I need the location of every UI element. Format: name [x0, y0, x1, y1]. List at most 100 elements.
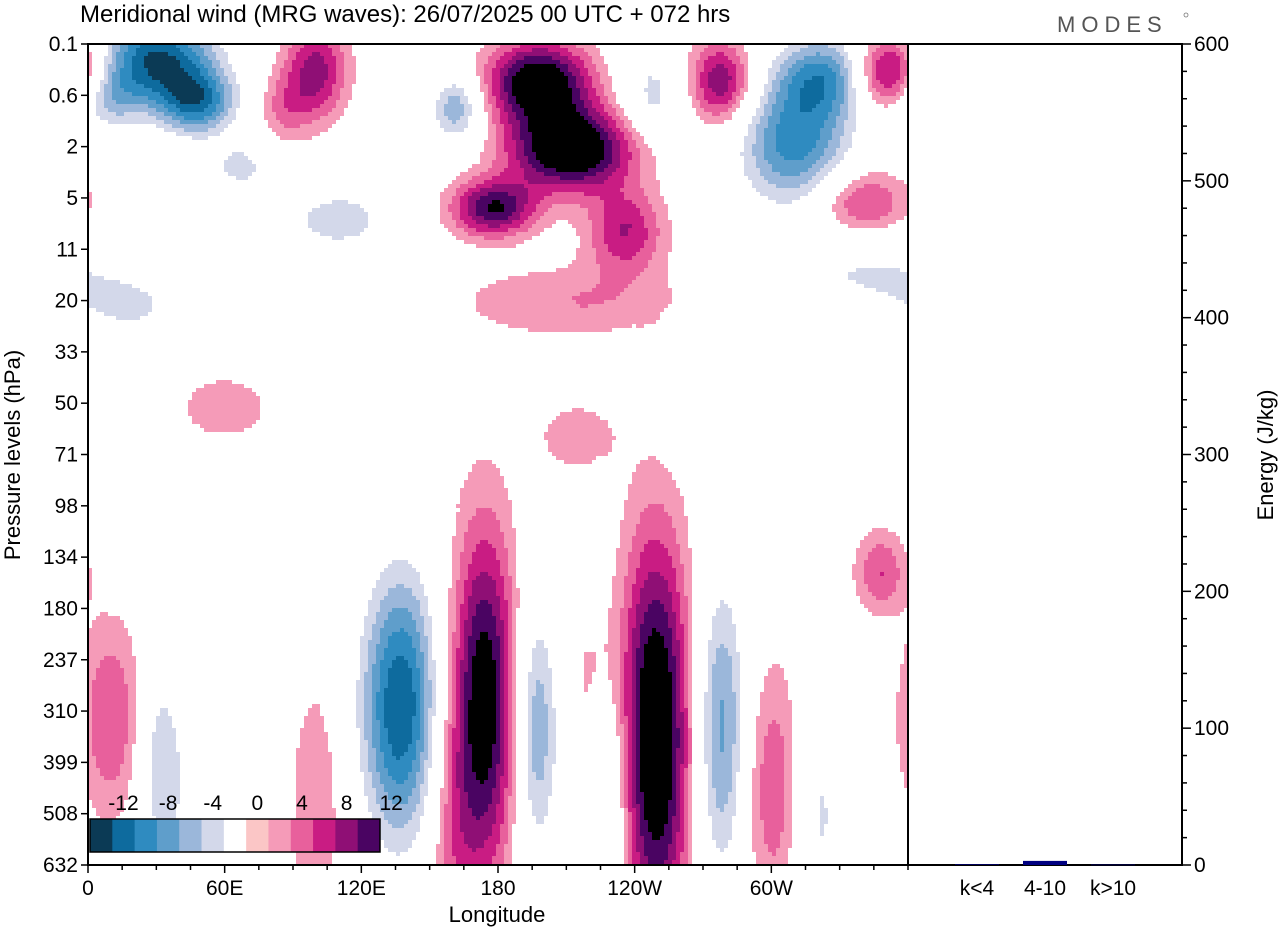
contour-cell — [740, 44, 744, 48]
contour-cell — [460, 100, 464, 104]
contour-cell — [792, 172, 796, 176]
contour-cell — [348, 88, 352, 92]
contour-cell — [804, 52, 808, 56]
contour-cell — [840, 140, 844, 144]
contour-cell — [896, 184, 900, 188]
contour-cell — [160, 56, 164, 60]
contour-cell — [520, 132, 524, 136]
contour-cell — [288, 92, 292, 96]
contour-cell — [612, 176, 616, 180]
contour-cell — [772, 120, 776, 124]
contour-cell — [608, 164, 612, 168]
contour-cell — [576, 76, 580, 80]
contour-cell — [748, 140, 752, 144]
contour-cell — [232, 84, 236, 88]
contour-cell — [156, 104, 160, 108]
contour-cell — [720, 112, 724, 116]
contour-cell — [500, 104, 504, 108]
contour-cell — [884, 72, 888, 76]
contour-cell — [356, 196, 360, 200]
contour-cell — [824, 180, 828, 184]
contour-cell — [344, 100, 348, 104]
contour-cell — [772, 128, 776, 132]
contour-cell — [608, 112, 612, 116]
contour-cell — [452, 140, 456, 144]
contour-cell — [724, 84, 728, 88]
contour-cell — [512, 120, 516, 124]
contour-cell — [852, 56, 856, 60]
contour-cell — [244, 168, 248, 172]
contour-cell — [276, 124, 280, 128]
contour-cell — [192, 136, 196, 140]
contour-cell — [192, 100, 196, 104]
contour-cell — [568, 120, 572, 124]
contour-cell — [476, 172, 480, 176]
contour-cell — [588, 128, 592, 132]
contour-cell — [236, 148, 240, 152]
contour-cell — [560, 100, 564, 104]
contour-cell — [572, 52, 576, 56]
contour-cell — [576, 104, 580, 108]
contour-cell — [828, 76, 832, 80]
contour-cell — [568, 132, 572, 136]
contour-cell — [840, 64, 844, 68]
contour-cell — [280, 44, 284, 48]
contour-cell — [220, 48, 224, 52]
contour-cell — [204, 84, 208, 88]
contour-cell — [812, 180, 816, 184]
contour-cell — [764, 196, 768, 200]
contour-cell — [180, 68, 184, 72]
contour-cell — [520, 176, 524, 180]
contour-cell — [232, 152, 236, 156]
contour-cell — [156, 64, 160, 68]
contour-cell — [808, 116, 812, 120]
contour-cell — [516, 172, 520, 176]
contour-cell — [204, 68, 208, 72]
contour-cell — [200, 92, 204, 96]
contour-cell — [192, 96, 196, 100]
contour-cell — [660, 96, 664, 100]
contour-cell — [888, 192, 892, 196]
contour-cell — [664, 104, 668, 108]
contour-cell — [636, 184, 640, 188]
contour-cell — [808, 68, 812, 72]
contour-cell — [332, 196, 336, 200]
contour-cell — [580, 44, 584, 48]
contour-cell — [460, 176, 464, 180]
contour-cell — [852, 68, 856, 72]
contour-cell — [316, 116, 320, 120]
contour-cell — [640, 72, 644, 76]
contour-cell — [276, 84, 280, 88]
contour-cell — [500, 120, 504, 124]
contour-cell — [884, 180, 888, 184]
contour-cell — [748, 148, 752, 152]
contour-cell — [540, 52, 544, 56]
contour-cell — [844, 120, 848, 124]
contour-cell — [180, 80, 184, 84]
contour-cell — [160, 52, 164, 56]
contour-cell — [212, 44, 216, 48]
contour-cell — [124, 124, 128, 128]
contour-cell — [120, 128, 124, 132]
contour-cell — [188, 48, 192, 52]
contour-cell — [116, 108, 120, 112]
contour-cell — [516, 152, 520, 156]
contour-cell — [596, 124, 600, 128]
contour-cell — [812, 96, 816, 100]
contour-cell — [784, 48, 788, 52]
contour-cell — [880, 84, 884, 88]
contour-cell — [216, 64, 220, 68]
contour-cell — [512, 144, 516, 148]
contour-cell — [144, 44, 148, 48]
contour-cell — [344, 188, 348, 192]
contour-cell — [240, 60, 244, 64]
contour-cell — [832, 168, 836, 172]
contour-cell — [744, 164, 748, 168]
contour-cell — [596, 80, 600, 84]
contour-cell — [544, 92, 548, 96]
contour-cell — [292, 52, 296, 56]
contour-cell — [316, 192, 320, 196]
contour-cell — [632, 176, 636, 180]
contour-cell — [484, 156, 488, 160]
contour-cell — [852, 104, 856, 108]
